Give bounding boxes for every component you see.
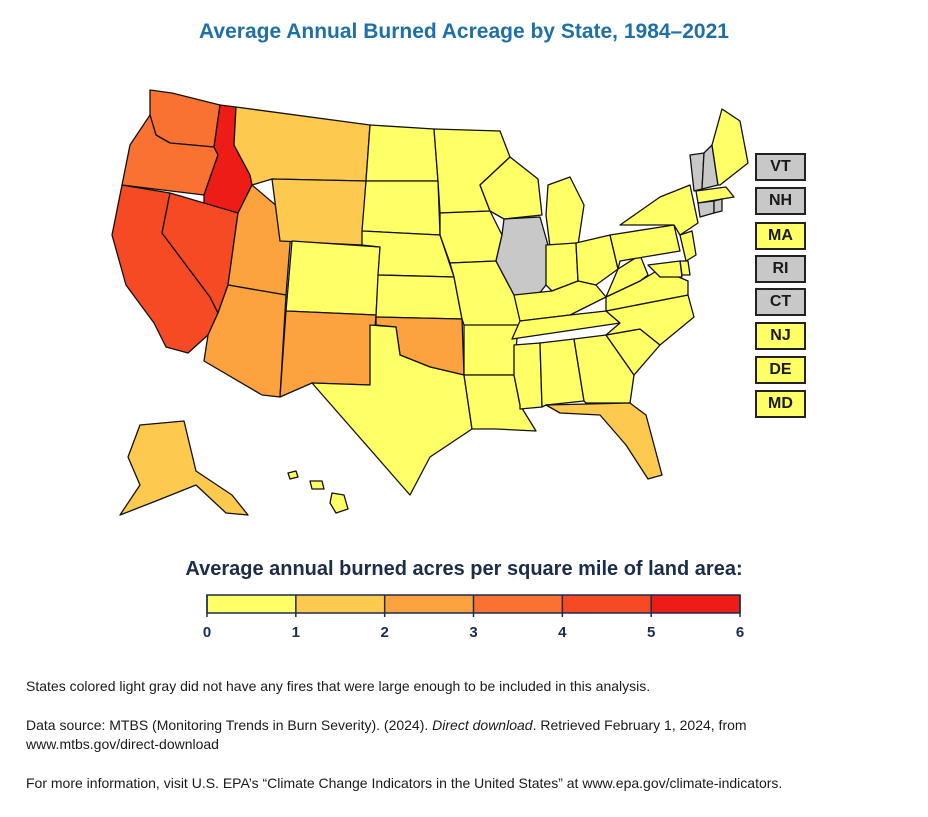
scale-bin-1 — [295, 595, 385, 613]
state-box-nh: NH — [755, 187, 806, 215]
state-ct — [697, 200, 715, 218]
scale-label-0: 0 — [203, 624, 211, 640]
gray-note: States colored light gray did not have a… — [26, 678, 651, 694]
scale-label-3: 3 — [469, 624, 477, 640]
scale-bin-5 — [651, 595, 740, 613]
scale-bin-2 — [384, 595, 474, 613]
state-mt — [233, 106, 371, 186]
state-sd — [361, 180, 441, 236]
state-wi — [479, 156, 543, 220]
state-ma — [695, 186, 735, 204]
state-ri — [713, 198, 723, 214]
state-ms — [513, 342, 543, 410]
source-url: www.mtbs.gov/direct-download — [26, 736, 219, 752]
state-box-md: MD — [755, 390, 806, 418]
state-mi — [545, 176, 585, 248]
source-italic: Direct download — [432, 717, 533, 733]
state-nc — [605, 294, 695, 346]
state-pa — [609, 224, 681, 270]
scale-bin-0 — [207, 595, 296, 613]
source-text-2: . Retrieved February 1, 2024, from — [532, 717, 747, 733]
state-al — [539, 338, 585, 408]
state-box-vt: VT — [755, 153, 806, 181]
state-md — [647, 260, 683, 278]
state-wy — [271, 178, 367, 246]
state-ak — [119, 420, 249, 516]
more-info-note: For more information, visit U.S. EPA’s “… — [26, 775, 783, 791]
state-az — [203, 284, 287, 398]
data-source-note: Data source: MTBS (Monitoring Trends in … — [26, 716, 906, 754]
scale-bin-3 — [473, 595, 563, 613]
color-scale: 0 1 2 3 4 5 6 — [203, 594, 744, 640]
scale-label-1: 1 — [292, 624, 300, 640]
scale-label-5: 5 — [647, 624, 655, 640]
map-title: Average Annual Burned Acreage by State, … — [199, 20, 729, 43]
scale-label-6: 6 — [736, 624, 744, 640]
state-co — [285, 240, 381, 316]
state-tx — [311, 324, 473, 496]
state-box-ma: MA — [755, 222, 806, 250]
state-box-ri: RI — [755, 255, 806, 283]
legend-title: Average annual burned acres per square m… — [185, 558, 743, 580]
source-text: Data source: MTBS (Monitoring Trends in … — [26, 717, 433, 733]
state-me — [711, 108, 749, 186]
state-box-nj: NJ — [755, 322, 806, 350]
state-nd — [365, 124, 439, 182]
scale-label-2: 2 — [380, 624, 388, 640]
state-ks — [375, 274, 463, 320]
scale-label-4: 4 — [558, 624, 567, 640]
state-hi — [287, 470, 349, 514]
us-map — [111, 89, 749, 516]
state-ia — [439, 210, 503, 264]
state-fl — [545, 402, 663, 480]
state-box-de: DE — [755, 356, 806, 384]
scale-bin-4 — [562, 595, 652, 613]
state-ny — [619, 184, 699, 236]
state-oh — [575, 234, 619, 286]
state-box-ct: CT — [755, 288, 806, 316]
state-ar — [463, 324, 519, 376]
state-nj — [679, 230, 697, 262]
